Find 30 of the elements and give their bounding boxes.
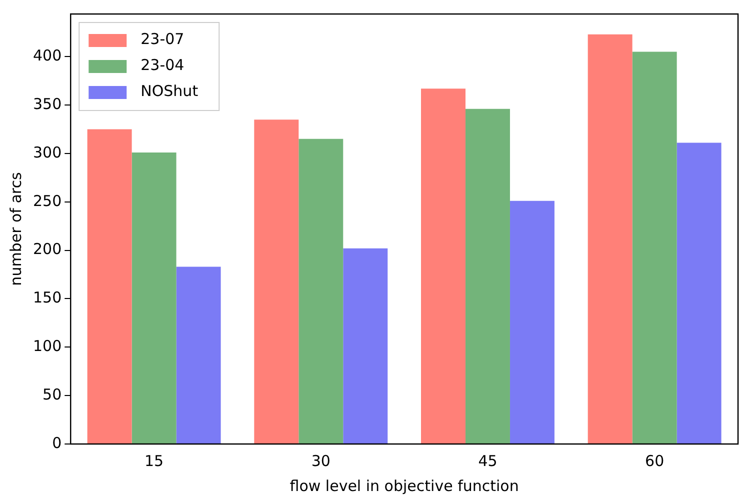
- y-tick-label: 250: [32, 192, 62, 210]
- legend-label: 23-04: [140, 56, 184, 74]
- bar: [298, 138, 344, 444]
- x-tick-label: 15: [144, 452, 164, 470]
- y-tick-label: 350: [32, 94, 62, 113]
- legend-label: NOShut: [140, 82, 198, 100]
- x-axis-title: flow level in objective function: [290, 476, 519, 495]
- bar: [254, 120, 299, 444]
- bar: [343, 248, 388, 444]
- y-tick-label: 400: [32, 46, 62, 65]
- x-tick-label: 45: [478, 452, 498, 470]
- bar: [132, 152, 176, 444]
- y-tick-label: 200: [32, 240, 62, 258]
- x-tick-label: 30: [311, 452, 330, 470]
- bar: [676, 142, 722, 444]
- bar: [421, 88, 466, 444]
- bar: [87, 129, 132, 444]
- y-tick-label: 150: [32, 288, 62, 307]
- legend-label: 23-07: [140, 30, 184, 48]
- bar: [632, 52, 677, 444]
- bar: [465, 108, 510, 444]
- y-axis-title: number of arcs: [6, 172, 25, 286]
- y-tick-label: 300: [32, 143, 62, 162]
- y-tick-label: 50: [42, 385, 62, 404]
- x-tick-label: 60: [645, 452, 664, 470]
- bar: [588, 34, 632, 444]
- bar: [176, 266, 221, 444]
- bar: [510, 200, 554, 444]
- y-tick-label: 0: [52, 434, 62, 452]
- y-tick-label: 100: [32, 337, 62, 356]
